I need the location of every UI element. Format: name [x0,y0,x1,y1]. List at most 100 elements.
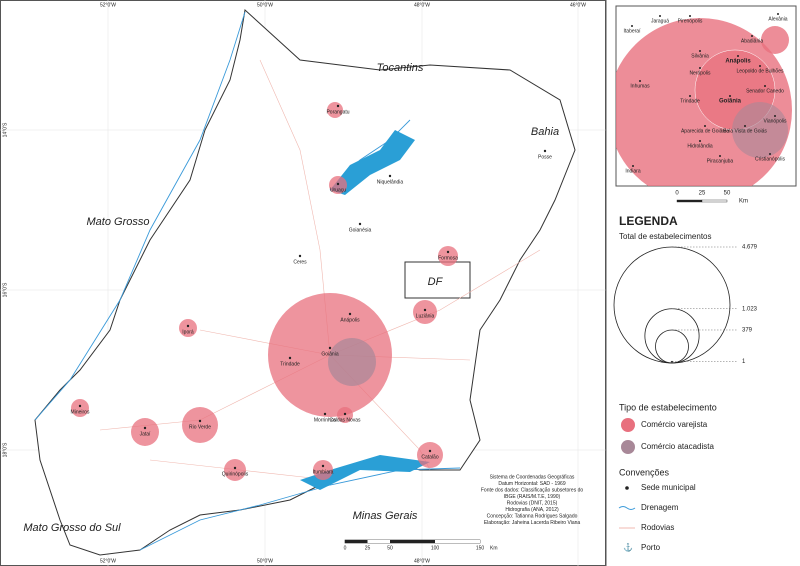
coord-label: 52°0'W [100,2,116,8]
credit-line: Datum Horizontal: SAD - 1969 [498,481,565,487]
town-dot [699,140,701,142]
convention-label: Sede municipal [641,483,696,492]
size-circle [670,360,674,364]
town-label: Silvânia [691,53,709,59]
town-label: Formosa [438,255,458,261]
coord-label: 48°0'W [414,2,430,8]
symbol-port: ⚓ [623,542,633,552]
size-label: 4.679 [742,245,758,251]
town-dot [446,250,450,254]
state-label: Mato Grosso do Sul [23,522,121,534]
symbol-river [618,506,636,510]
town-label: Goiânia [719,99,742,105]
credit-line: Concepção: Tatianna Rodrigues Salgado [487,513,578,519]
town-label: Abadiânia [741,38,763,44]
scale-unit: Km [739,199,748,205]
town-label: Pirenópolis [678,18,703,24]
type-label: Comércio varejista [641,420,708,429]
establishment-circles [71,102,458,481]
credit-line: Fonte dos dados: Classificação subsetore… [481,487,583,493]
town-dot [729,95,731,97]
town-dot [288,356,292,360]
size-label: 1 [742,359,746,365]
town-dot [423,308,427,312]
inset-map [616,18,792,186]
state-label: Bahia [531,126,559,138]
town-label: Jataí [140,431,151,437]
town-label: Alexânia [768,16,787,22]
town-label: Morrinhos [314,417,337,423]
coord-label: 50°0'W [257,2,273,8]
town-dot [78,404,82,408]
convention-label: Rodovias [641,523,674,532]
town-label: Piracanjuba [707,158,734,164]
coord-label: 48°0'W [414,558,430,564]
town-dot [428,449,432,453]
size-circle [655,329,689,364]
town-label: Indiara [625,168,641,174]
town-label: Goianésia [349,227,372,233]
town-dot [774,115,776,117]
scale-label: 25 [365,545,371,551]
town-label: Leopoldo de Bulhões [737,68,784,74]
scale-label: 100 [431,545,440,551]
scale-label: 0 [344,545,347,551]
size-circle [613,246,731,364]
town-label: Anápolis [725,59,751,65]
reservoir [330,130,415,195]
type-label: Comércio atacadista [641,442,714,451]
town-dot [343,412,347,416]
town-label: Anápolis [340,317,360,323]
town-dot [543,149,547,153]
town-dot [759,65,761,67]
coord-label: 18°0'S [2,442,8,457]
town-label: Catalão [421,454,438,460]
town-label: Luziânia [416,313,435,319]
town-dot [298,254,302,258]
scale-label: 50 [724,191,731,197]
town-dot [233,466,237,470]
town-label: Nerópolis [689,70,711,76]
town-label: Senador Canedo [746,88,784,94]
town-dot [336,182,340,186]
scale-segment [390,540,435,543]
size-label: 379 [742,328,753,334]
town-dot [719,155,721,157]
town-dot [737,55,739,57]
legend-subtitle: Total de estabelecimentos [619,232,712,241]
town-dot [689,95,691,97]
town-label: Bela Vista de Goiás [723,128,767,134]
df-outline [404,261,471,299]
town-dot [143,426,147,430]
scale-segment [435,540,480,543]
legend-title: LEGENDA [619,214,678,228]
town-dot [639,80,641,82]
town-dot [632,165,634,167]
scale-segment [345,540,368,543]
town-label: Uruaçu [330,187,346,193]
town-label: Trindade [680,98,700,104]
coord-label: 16°0'S [2,282,8,297]
type-swatch [621,418,635,432]
credit-line: Rodovias (DNIT, 2015) [507,500,558,506]
scale-label: 150 [476,545,485,551]
scale-label: 0 [675,191,679,197]
town-label: Ceres [293,259,307,265]
town-dot [328,346,332,350]
town-dot [321,464,325,468]
town-dot [323,412,327,416]
credit-line: IBGE (RAIS/M.T.E, 1990) [504,494,561,500]
town-label: Itaberaí [624,28,642,34]
credit-line: Sistema de Coordenadas Geográficas [490,474,575,480]
town-label: Jaraguá [651,18,669,24]
town-label: Porangatu [326,109,349,115]
size-label: 1.023 [742,306,758,312]
credit-line: Elaboração: Jaheina Lacerda Ribeiro Vian… [484,520,581,526]
town-label: Trindade [280,361,300,367]
credit-line: Hidrografia (ANA, 2012) [505,507,559,513]
scale-segment [676,199,703,203]
town-label: Cristianópolis [755,156,786,162]
town-dot [699,50,701,52]
town-dot [704,125,706,127]
convention-label: Drenagem [641,503,679,512]
